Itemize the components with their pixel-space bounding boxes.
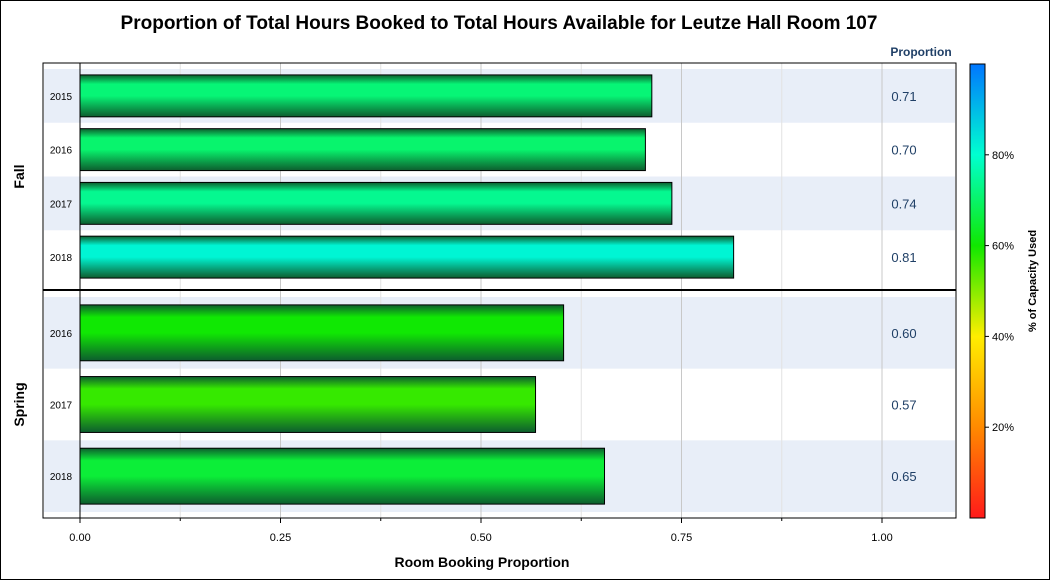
bar-fall-2015 [79, 74, 653, 118]
bar-fall-2018 [79, 235, 735, 279]
y-tick-label: 2018 [50, 253, 73, 264]
bars [79, 74, 735, 505]
x-tick-label: 0.00 [69, 532, 90, 544]
chart-title: Proportion of Total Hours Booked to Tota… [121, 13, 878, 34]
colorbar-tick-label: 60% [992, 241, 1014, 253]
colorbar-gradient [969, 63, 986, 519]
panel-label-spring: Spring [11, 382, 27, 426]
bar-spring-2016 [79, 304, 565, 362]
bar-fall-2016 [79, 128, 646, 172]
bar-spring-2017 [79, 376, 537, 433]
panel-label-fall: Fall [11, 164, 27, 188]
bar-spring-2018 [79, 447, 606, 505]
y-tick-label: 2016 [50, 329, 73, 340]
data-label: 0.74 [891, 196, 916, 211]
y-tick-label: 2015 [50, 92, 73, 103]
data-label: 0.81 [891, 250, 916, 265]
colorbar-title: % of Capacity Used [1027, 230, 1039, 332]
x-tick-label: 0.25 [270, 532, 291, 544]
colorbar: 20% 40% 60% 80% % of Capacity Used [969, 63, 1039, 519]
y-tick-label: 2017 [50, 401, 73, 412]
data-label: 0.57 [891, 398, 916, 413]
x-axis-label: Room Booking Proportion [395, 554, 570, 570]
bar-fall-2017 [79, 181, 673, 225]
x-tick-label: 0.75 [671, 532, 692, 544]
y-tick-label: 2018 [50, 472, 73, 483]
colorbar-tick-label: 20% [992, 422, 1014, 434]
y-tick-label: 2016 [50, 146, 73, 157]
y-tick-label: 2017 [50, 199, 73, 210]
plot-area: 2015 0.71 2016 0.70 2017 0.74 2018 0.81 2016 0.60… [11, 62, 957, 544]
x-tick-label: 0.50 [470, 532, 491, 544]
x-tick-label: 1.00 [871, 532, 892, 544]
data-label: 0.71 [891, 89, 916, 104]
colorbar-tick-label: 40% [992, 331, 1014, 343]
data-label: 0.70 [891, 143, 916, 158]
colorbar-tick-label: 80% [992, 150, 1014, 162]
data-label: 0.65 [891, 469, 916, 484]
data-label: 0.60 [891, 326, 916, 341]
value-column-header: Proportion [890, 45, 951, 59]
